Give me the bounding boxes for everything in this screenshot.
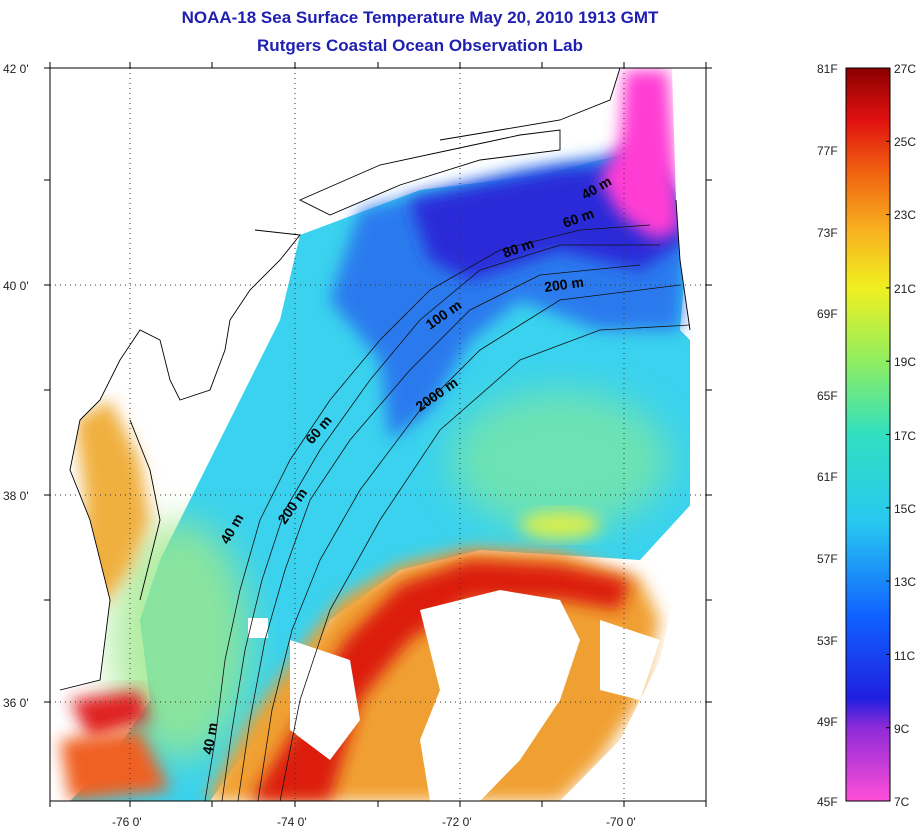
fahrenheit-label: 77F: [817, 144, 838, 158]
axis-labels: 42 0' 40 0' 38 0' 36 0' -76 0' -74 0' -7…: [3, 62, 636, 829]
fahrenheit-label: 81F: [817, 62, 838, 76]
gulf-stream-core: [250, 560, 630, 801]
outer-swath-edge: [560, 340, 706, 801]
lon-label: -70 0': [606, 815, 636, 829]
sound-warm: [60, 730, 170, 801]
celsius-label: 19C: [894, 355, 916, 369]
cloud-gap: [600, 620, 660, 700]
fahrenheit-label: 73F: [817, 226, 838, 240]
ocean-coldest: [600, 70, 680, 240]
celsius-label: 11C: [894, 649, 915, 663]
isobaths: [204, 224, 691, 801]
celsius-label: 7C: [894, 795, 910, 809]
fahrenheit-label: 45F: [817, 795, 838, 809]
slope-eddy: [450, 390, 670, 530]
map-title: NOAA-18 Sea Surface Temperature May 20, …: [181, 8, 659, 27]
celsius-label: 25C: [894, 135, 916, 149]
new-england-coast: [440, 68, 620, 140]
lat-label: 42 0': [3, 62, 29, 76]
colorbar-gradient: [845, 67, 891, 802]
lon-label: -76 0': [112, 815, 142, 829]
land-mass: [50, 68, 440, 700]
isobath-label: 40 m: [199, 721, 220, 755]
cloud-gap: [248, 618, 268, 638]
cape-cod: [672, 68, 706, 330]
colorbar-ticks: [886, 67, 890, 802]
colorbar-c-labels: 27C 25C 23C 21C 19C 17C 15C 13C 11C 9C 7…: [894, 62, 916, 809]
coastline: [59, 68, 691, 691]
map-subtitle: Rutgers Coastal Ocean Observation Lab: [257, 36, 583, 55]
fahrenheit-label: 69F: [817, 307, 838, 321]
graticule: [50, 68, 706, 801]
celsius-label: 27C: [894, 62, 916, 76]
celsius-label: 9C: [894, 722, 910, 736]
lat-label: 38 0': [3, 489, 29, 503]
lat-label: 40 0': [3, 279, 29, 293]
fahrenheit-label: 49F: [817, 715, 838, 729]
lat-label: 36 0': [3, 696, 29, 710]
celsius-label: 23C: [894, 208, 916, 222]
isobath-label: 200 m: [543, 274, 585, 295]
fahrenheit-label: 61F: [817, 470, 838, 484]
long-island: [300, 130, 560, 215]
axis-ticks: [44, 62, 712, 807]
colorbar: 81F 77F 73F 69F 65F 61F 57F 53F 49F 45F …: [817, 62, 916, 809]
celsius-label: 13C: [894, 575, 916, 589]
colorbar-f-labels: 81F 77F 73F 69F 65F 61F 57F 53F 49F 45F: [817, 62, 838, 809]
warm-filament: [520, 511, 600, 539]
celsius-label: 15C: [894, 502, 916, 516]
fahrenheit-label: 53F: [817, 634, 838, 648]
lon-label: -74 0': [277, 815, 307, 829]
fahrenheit-label: 57F: [817, 552, 838, 566]
celsius-label: 21C: [894, 282, 916, 296]
cloud-gap: [290, 640, 360, 760]
celsius-label: 17C: [894, 429, 916, 443]
lon-label: -72 0': [442, 815, 472, 829]
land-mass: [50, 430, 60, 500]
fahrenheit-label: 65F: [817, 389, 838, 403]
